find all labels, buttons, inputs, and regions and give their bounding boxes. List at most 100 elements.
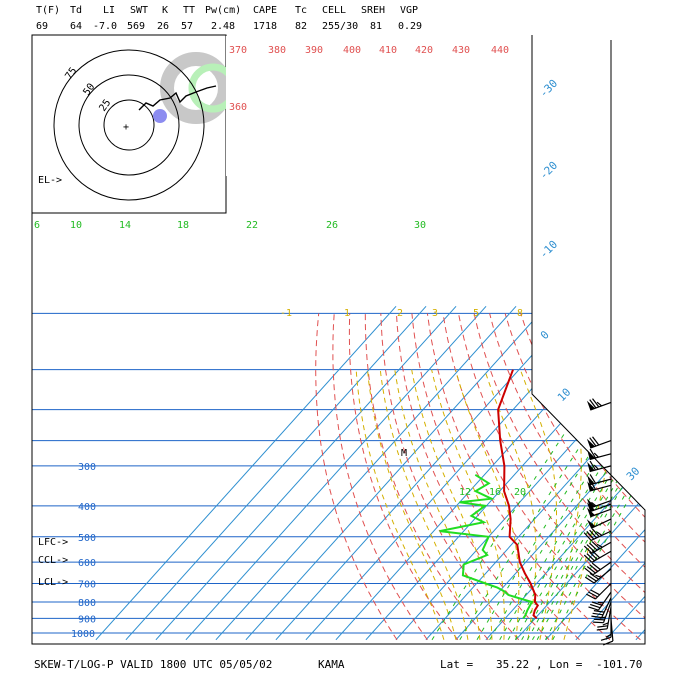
wind-barb [586, 398, 612, 411]
wind-barb [584, 561, 612, 576]
header-label: LI [103, 5, 115, 16]
moist-adiabat-line [519, 369, 557, 640]
dry-adiabat-line [676, 313, 680, 639]
wind-barb-feather [591, 601, 602, 606]
isotherm-line [245, 305, 547, 641]
moist-adiabat-label: 1 [344, 308, 350, 319]
moist-adiabat-label: -1 [280, 308, 292, 319]
wind-barb-staff [591, 550, 612, 563]
wind-barb-feather [592, 398, 600, 408]
wind-barb-staff [594, 583, 612, 600]
wind-barb-staff [590, 499, 612, 509]
mixing-ratio-label: 10 [70, 220, 82, 231]
isotherm-line [485, 305, 645, 641]
wind-barb-staff [590, 518, 612, 529]
dry-adiabat-line [458, 313, 645, 641]
mixing-ratio-label: 16 [489, 487, 501, 498]
wind-barb-feather [589, 399, 597, 409]
moist-adiabat-line [379, 369, 469, 640]
dry-adiabat-line [489, 313, 645, 641]
mixing-ratio-line [526, 369, 645, 641]
pressure-tick-label: 700 [78, 579, 96, 590]
dewpoint-profile [439, 473, 534, 619]
mixing-ratio-label: 26 [326, 220, 338, 231]
wind-barb-pennant [586, 498, 595, 508]
dry-adiabat-line [348, 313, 459, 641]
wind-barb-feather [586, 544, 595, 553]
storm-motion-dot [153, 109, 167, 123]
wind-barb-feather [586, 593, 596, 600]
pressure-tick-label: 300 [78, 462, 96, 473]
dry-adiabat-label: 400 [343, 45, 361, 56]
dry-adiabat-line [411, 313, 580, 641]
isotherm-line [605, 305, 645, 641]
header-label: TT [183, 5, 195, 16]
wind-barb-feather [591, 562, 601, 571]
moist-adiabat-line [484, 369, 537, 640]
wind-barb [587, 448, 612, 461]
wind-barb-staff [597, 591, 612, 611]
wind-barb [586, 507, 612, 518]
moist-adiabat-label: 5 [473, 308, 479, 319]
dry-adiabat-line [661, 313, 680, 639]
isotherm-tick-label: -10 [537, 238, 560, 261]
wind-barb-feather [599, 616, 606, 619]
isobars [32, 312, 645, 634]
dry-adiabat-line [442, 313, 641, 641]
isotherm-line [515, 305, 645, 641]
header-value: 2.48 [211, 21, 235, 32]
header-value: 569 [127, 21, 145, 32]
isotherm-line [95, 305, 397, 641]
dry-adiabat-label: 410 [379, 45, 397, 56]
wind-barb [586, 583, 612, 600]
header-label: SWT [130, 5, 148, 16]
dry-adiabat-label: 420 [415, 45, 433, 56]
wind-barb [602, 619, 614, 646]
lat-value: 35.22 [496, 658, 529, 671]
plot-frame [31, 35, 646, 645]
isotherm-line [575, 305, 645, 641]
wind-barb-feather [589, 551, 598, 560]
header-value: 69 [36, 21, 48, 32]
wind-barb-pennant [586, 507, 595, 517]
moist-adiabat-line [355, 369, 445, 640]
wind-barb-feather [589, 572, 600, 580]
dry-adiabat-line [364, 313, 489, 641]
wind-barb-feather [583, 532, 592, 541]
wind-barb-feather [605, 633, 612, 638]
dry-adiabat-label: 360 [229, 102, 247, 113]
wind-barb-staff [590, 530, 612, 541]
dry-adiabat-line [535, 313, 645, 641]
wind-barb-feather [589, 474, 597, 484]
lat-label: Lat = [440, 658, 473, 671]
wind-barb [583, 541, 612, 554]
bunkers-right-ring [160, 52, 232, 124]
wind-barb-feather [583, 545, 593, 554]
header-label: CAPE [253, 5, 277, 16]
wind-barb-feather [596, 401, 602, 407]
isotherm-tick-label: 0 [538, 328, 552, 342]
wind-barb [587, 480, 612, 492]
wind-barb-feather [593, 621, 604, 624]
wind-barb-feather [583, 554, 593, 563]
wind-barb-pennant [587, 475, 595, 485]
lfc-marker: LFC-> [38, 537, 68, 548]
wind-barb-feather [590, 589, 600, 596]
lcl-marker: LCL-> [38, 577, 68, 588]
moist-adiabats [355, 369, 613, 640]
wind-barb [588, 591, 612, 611]
header-value: 64 [70, 21, 82, 32]
wind-barbs [583, 398, 614, 646]
isotherm-line [215, 305, 517, 641]
mixing-ratio-label: 12 [459, 487, 471, 498]
isotherm-line [455, 305, 645, 641]
wind-barb-feather [591, 541, 601, 550]
hodograph-mask [226, 36, 256, 176]
header-value: 82 [295, 21, 307, 32]
moist-adiabat-line [394, 369, 481, 640]
moist-adiabat-line [551, 369, 582, 640]
wind-barb-feather [591, 501, 597, 507]
dry-adiabat-line [380, 313, 520, 641]
moist-adiabat-line [411, 369, 493, 640]
